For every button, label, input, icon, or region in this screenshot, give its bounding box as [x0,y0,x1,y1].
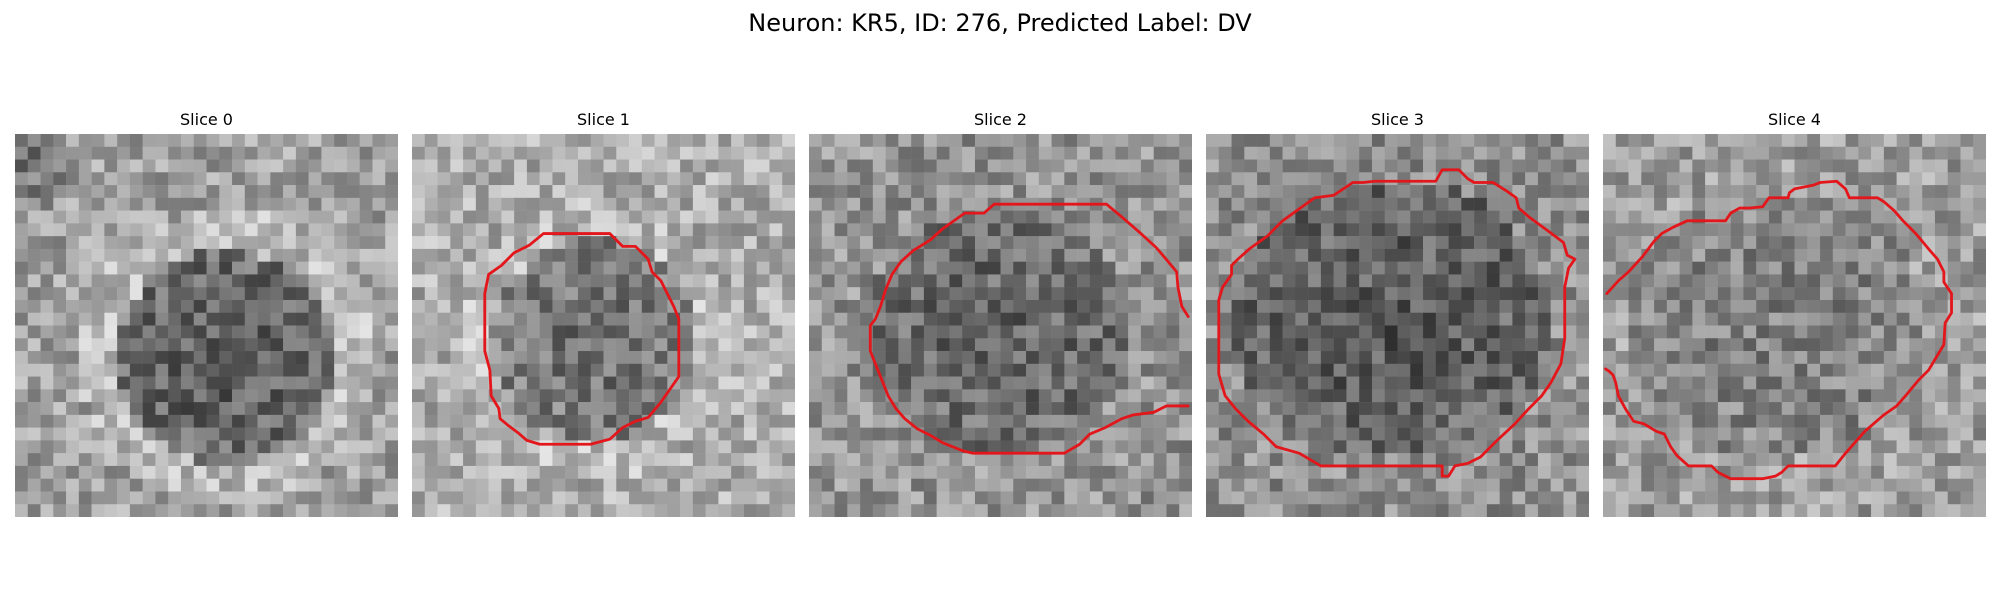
slice-image-4 [1603,134,1986,517]
pixel-texture [1603,134,1986,517]
pixel-texture [412,134,795,517]
slice-image-2 [809,134,1192,517]
slice-title: Slice 1 [577,110,630,129]
roi-contour [868,202,1190,455]
slice-panel-0: Slice 0 [15,110,398,520]
roi-contour [1217,168,1577,478]
slice-image-3 [1206,134,1589,517]
figure-title: Neuron: KR5, ID: 276, Predicted Label: D… [748,9,1252,37]
roi-contour [483,232,681,446]
pixel-texture [1206,134,1589,517]
slice-title: Slice 0 [180,110,233,129]
slice-panel-2: Slice 2 [809,110,1192,520]
slice-panel-1: Slice 1 [412,110,795,520]
pixel-texture [809,134,1192,517]
slice-panel-4: Slice 4 [1603,110,1986,520]
roi-contour [1604,179,1953,481]
slice-image-1 [412,134,795,517]
pixel-texture [15,134,398,517]
slice-panel-3: Slice 3 [1206,110,1589,520]
slice-title: Slice 3 [1371,110,1424,129]
slice-title: Slice 4 [1768,110,1821,129]
slice-panels: Slice 0 Slice 1 Slice 2 Slice 3 Slice 4 [15,110,1986,520]
slice-title: Slice 2 [974,110,1027,129]
slice-image-0 [15,134,398,517]
